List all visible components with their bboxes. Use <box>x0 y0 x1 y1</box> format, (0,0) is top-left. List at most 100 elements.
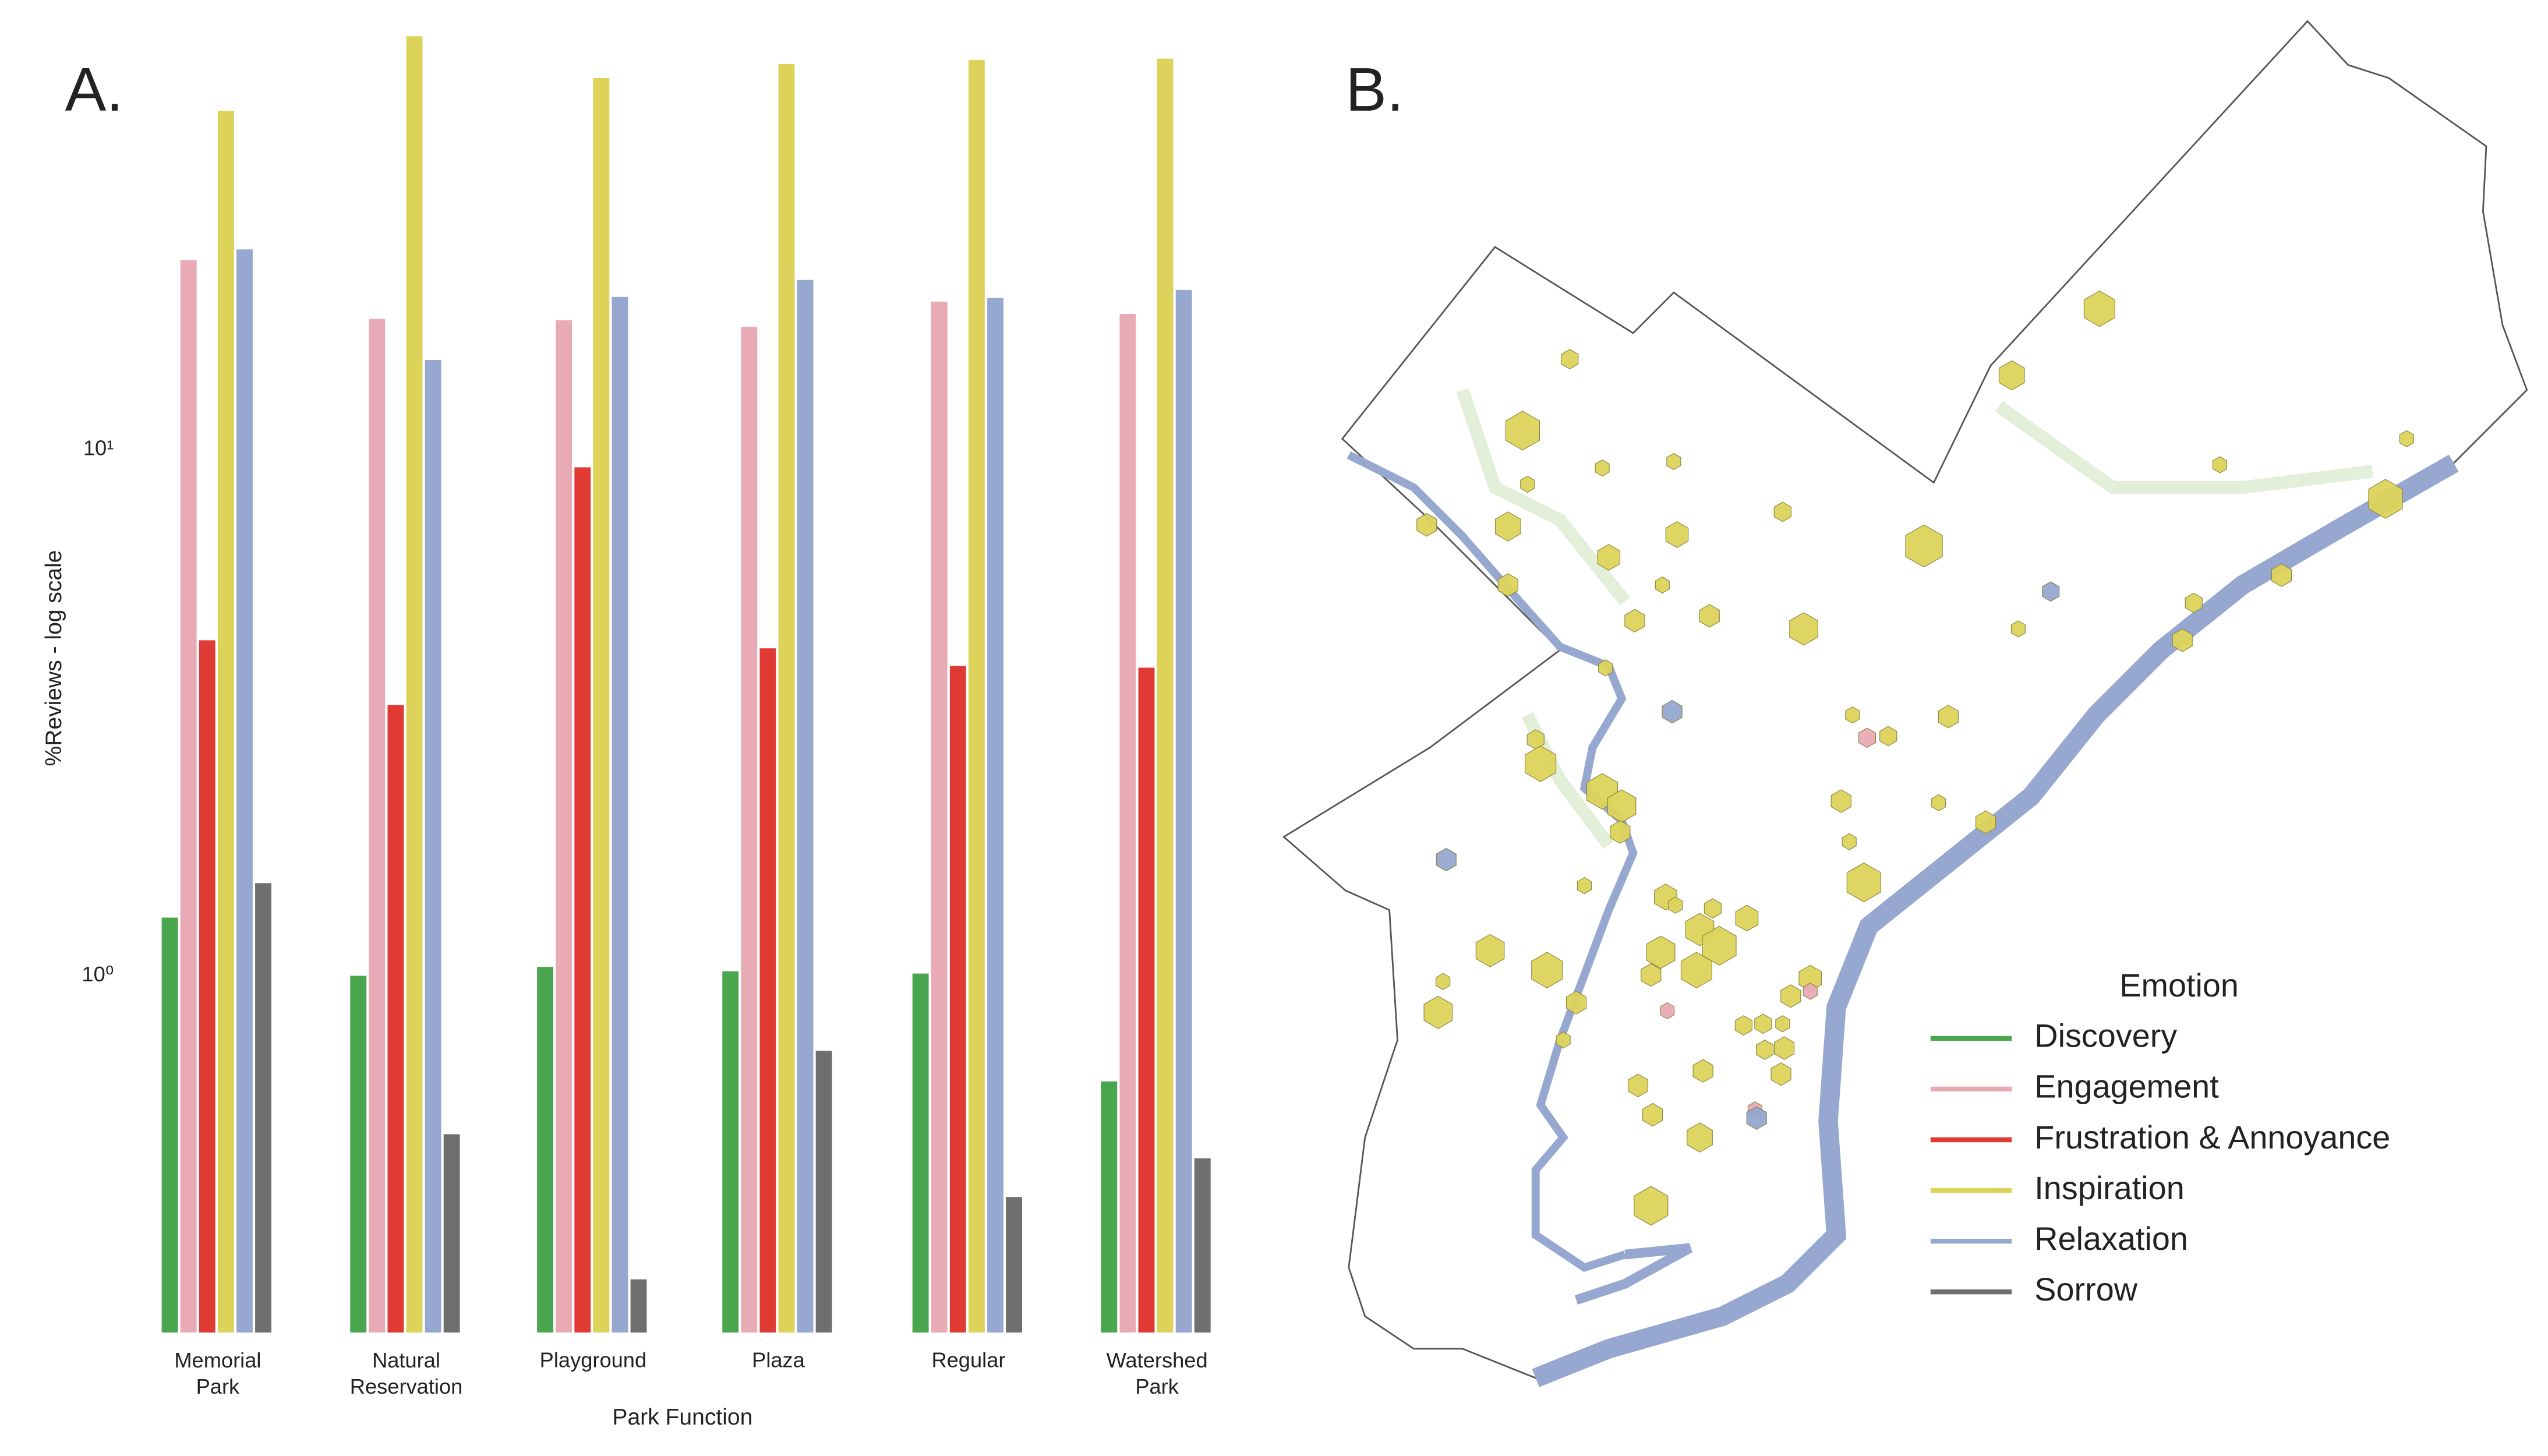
map-hexagon <box>2185 592 2203 613</box>
map-hexagon <box>1735 904 1759 932</box>
map-hexagon <box>1641 963 1662 987</box>
bar <box>593 77 610 1333</box>
bar <box>759 648 776 1333</box>
bar <box>425 359 441 1333</box>
bar <box>797 280 814 1333</box>
bar <box>236 249 253 1333</box>
map-hexagon <box>1773 501 1791 522</box>
map-hexagon <box>1976 810 1996 835</box>
map-hexagon <box>1931 794 1946 811</box>
bar <box>630 1279 647 1333</box>
city-outline <box>1282 20 2528 1379</box>
bar <box>350 976 367 1333</box>
legend-label: Sorrow <box>2034 1271 2137 1307</box>
map-hexagon <box>1846 862 1881 903</box>
panel-label: B. <box>1345 55 1404 124</box>
map-hexagon <box>1774 1036 1795 1060</box>
bar <box>722 971 739 1333</box>
bar <box>369 319 386 1333</box>
map-hexagon <box>1699 604 1720 628</box>
bar <box>1006 1197 1023 1333</box>
map-hexagon <box>1655 576 1670 594</box>
map-hexagon <box>1610 820 1631 844</box>
map-hexagon <box>1561 349 1579 370</box>
map-hexagon <box>2010 620 2026 638</box>
map-hexagon <box>1595 459 1610 477</box>
map-hexagon <box>1998 360 2025 391</box>
bar <box>556 320 572 1333</box>
map-hexagon <box>1789 612 1818 646</box>
delaware-river <box>1532 454 2459 1387</box>
bar <box>443 1134 460 1333</box>
map-hexagon <box>1642 1102 1663 1127</box>
x-tick-label: Playground <box>540 1348 646 1372</box>
bar <box>1175 289 1192 1333</box>
bar <box>968 59 985 1333</box>
x-axis-label: Park Function <box>612 1405 752 1430</box>
bar <box>949 666 966 1333</box>
y-axis-label: %Reviews - log scale <box>41 550 66 766</box>
map-hexagon <box>1423 995 1453 1029</box>
map-hexagon <box>1668 896 1683 914</box>
map-hexagon <box>1565 991 1587 1015</box>
bar <box>815 1051 832 1333</box>
map-hexagon <box>1662 699 1683 724</box>
map-hexagon <box>1704 898 1722 919</box>
bar <box>574 467 591 1333</box>
y-tick-label: 10⁰ <box>82 962 114 986</box>
map-hexagon <box>2042 581 2060 602</box>
x-tick-label: Regular <box>931 1348 1005 1372</box>
map-hexagon <box>1525 745 1557 782</box>
map-hexagon <box>1436 847 1457 872</box>
map-hexagon <box>1680 952 1713 989</box>
map-hexagon <box>1597 544 1621 571</box>
x-tick-label: Natural Reservation <box>350 1348 463 1398</box>
bar <box>1194 1158 1211 1333</box>
bar <box>1119 313 1136 1333</box>
legend-label: Relaxation <box>2034 1220 2188 1257</box>
map-hexagon <box>1666 453 1681 471</box>
map-hexagon <box>1845 706 1860 724</box>
map-hexagon <box>1416 513 1437 537</box>
map-hexagon <box>1531 952 1563 989</box>
bar <box>217 111 234 1333</box>
bar <box>161 917 178 1333</box>
map-hexagon <box>1775 1015 1790 1033</box>
map-hexagon <box>1627 1073 1649 1098</box>
legend-label: Discovery <box>2034 1017 2177 1054</box>
map-hexagon <box>2172 628 2193 652</box>
map-hexagon <box>1830 789 1851 813</box>
bar <box>537 967 554 1333</box>
map-hexagon <box>1646 935 1676 969</box>
x-tick-label: Plaza <box>752 1348 805 1372</box>
bar <box>406 36 423 1333</box>
map-hexagon <box>2271 563 2292 587</box>
map-hexagon <box>1598 659 1613 677</box>
navy-yard <box>1574 1243 1692 1305</box>
map-hexagon <box>1858 727 1876 748</box>
map-hexagon <box>1556 1031 1571 1049</box>
map-hexagon <box>1494 511 1521 542</box>
map-hexagon <box>1687 1122 1713 1153</box>
map-hexagon <box>1770 1062 1791 1086</box>
map-hexagon <box>1938 705 1959 729</box>
bar <box>180 260 197 1333</box>
map-hexagon <box>2212 456 2227 473</box>
map-hexagon <box>1780 984 1801 1008</box>
map-hexagon <box>1692 1059 1713 1083</box>
bar <box>1101 1081 1118 1333</box>
y-tick-label: 10¹ <box>83 436 114 460</box>
legend: Emotion Discovery Engagement Frustration &… <box>1930 967 2390 1307</box>
bar <box>778 64 795 1333</box>
map-hexagon <box>1754 1013 1772 1034</box>
map-hexagon <box>1520 475 1535 493</box>
map-hexagon <box>1905 524 1943 568</box>
bar <box>1157 58 1174 1333</box>
map-hexagon <box>1497 573 1518 597</box>
map-hexagon <box>1842 833 1857 850</box>
x-tick-label: Memorial Park <box>174 1348 261 1398</box>
map-hexagon <box>1624 609 1645 633</box>
map-hexagon <box>1660 1002 1675 1020</box>
